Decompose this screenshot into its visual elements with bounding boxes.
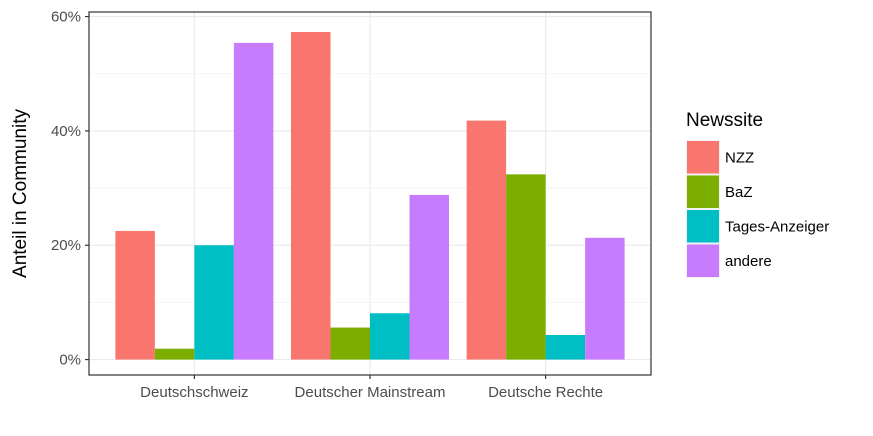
legend-swatch-andere bbox=[687, 244, 719, 277]
bar-nzz-1 bbox=[291, 32, 331, 360]
x-tick-label: Deutschschweiz bbox=[140, 384, 248, 401]
y-tick-label: 60% bbox=[51, 9, 81, 26]
y-tick-label: 0% bbox=[59, 352, 81, 369]
legend-label-nzz: NZZ bbox=[725, 149, 754, 166]
legend-swatch-tages-anzeiger bbox=[687, 210, 719, 243]
bar-andere-2 bbox=[585, 237, 625, 360]
bar-tages-anzeiger-0 bbox=[194, 245, 234, 360]
legend-swatch-nzz bbox=[687, 141, 719, 174]
bar-tages-anzeiger-1 bbox=[370, 313, 410, 360]
bar-nzz-0 bbox=[115, 230, 155, 360]
y-tick-label: 40% bbox=[51, 123, 81, 140]
bar-nzz-2 bbox=[466, 120, 507, 360]
bars bbox=[115, 32, 625, 360]
bar-andere-0 bbox=[233, 42, 274, 360]
legend-label-tages-anzeiger: Tages-Anzeiger bbox=[725, 218, 829, 235]
x-tick-label: Deutscher Mainstream bbox=[295, 384, 446, 401]
legend-swatch-baz bbox=[687, 175, 719, 208]
bar-tages-anzeiger-2 bbox=[545, 334, 586, 360]
y-tick-label: 20% bbox=[51, 237, 81, 254]
legend-label-baz: BaZ bbox=[725, 184, 753, 201]
bar-baz-1 bbox=[330, 327, 370, 360]
legend-label-andere: andere bbox=[725, 253, 772, 270]
bar-andere-1 bbox=[409, 194, 449, 360]
axes: 0% 20% 40% 60% Deutschschweiz Deutscher Mains… bbox=[51, 9, 603, 401]
legend: Newssite NZZ BaZ Tages-Anzeiger andere bbox=[686, 110, 829, 278]
bar-baz-0 bbox=[154, 348, 195, 360]
bar-baz-2 bbox=[506, 174, 546, 360]
y-axis-title: Anteil in Community bbox=[10, 109, 31, 278]
legend-title: Newssite bbox=[686, 110, 763, 131]
x-tick-label: Deutsche Rechte bbox=[488, 384, 603, 401]
